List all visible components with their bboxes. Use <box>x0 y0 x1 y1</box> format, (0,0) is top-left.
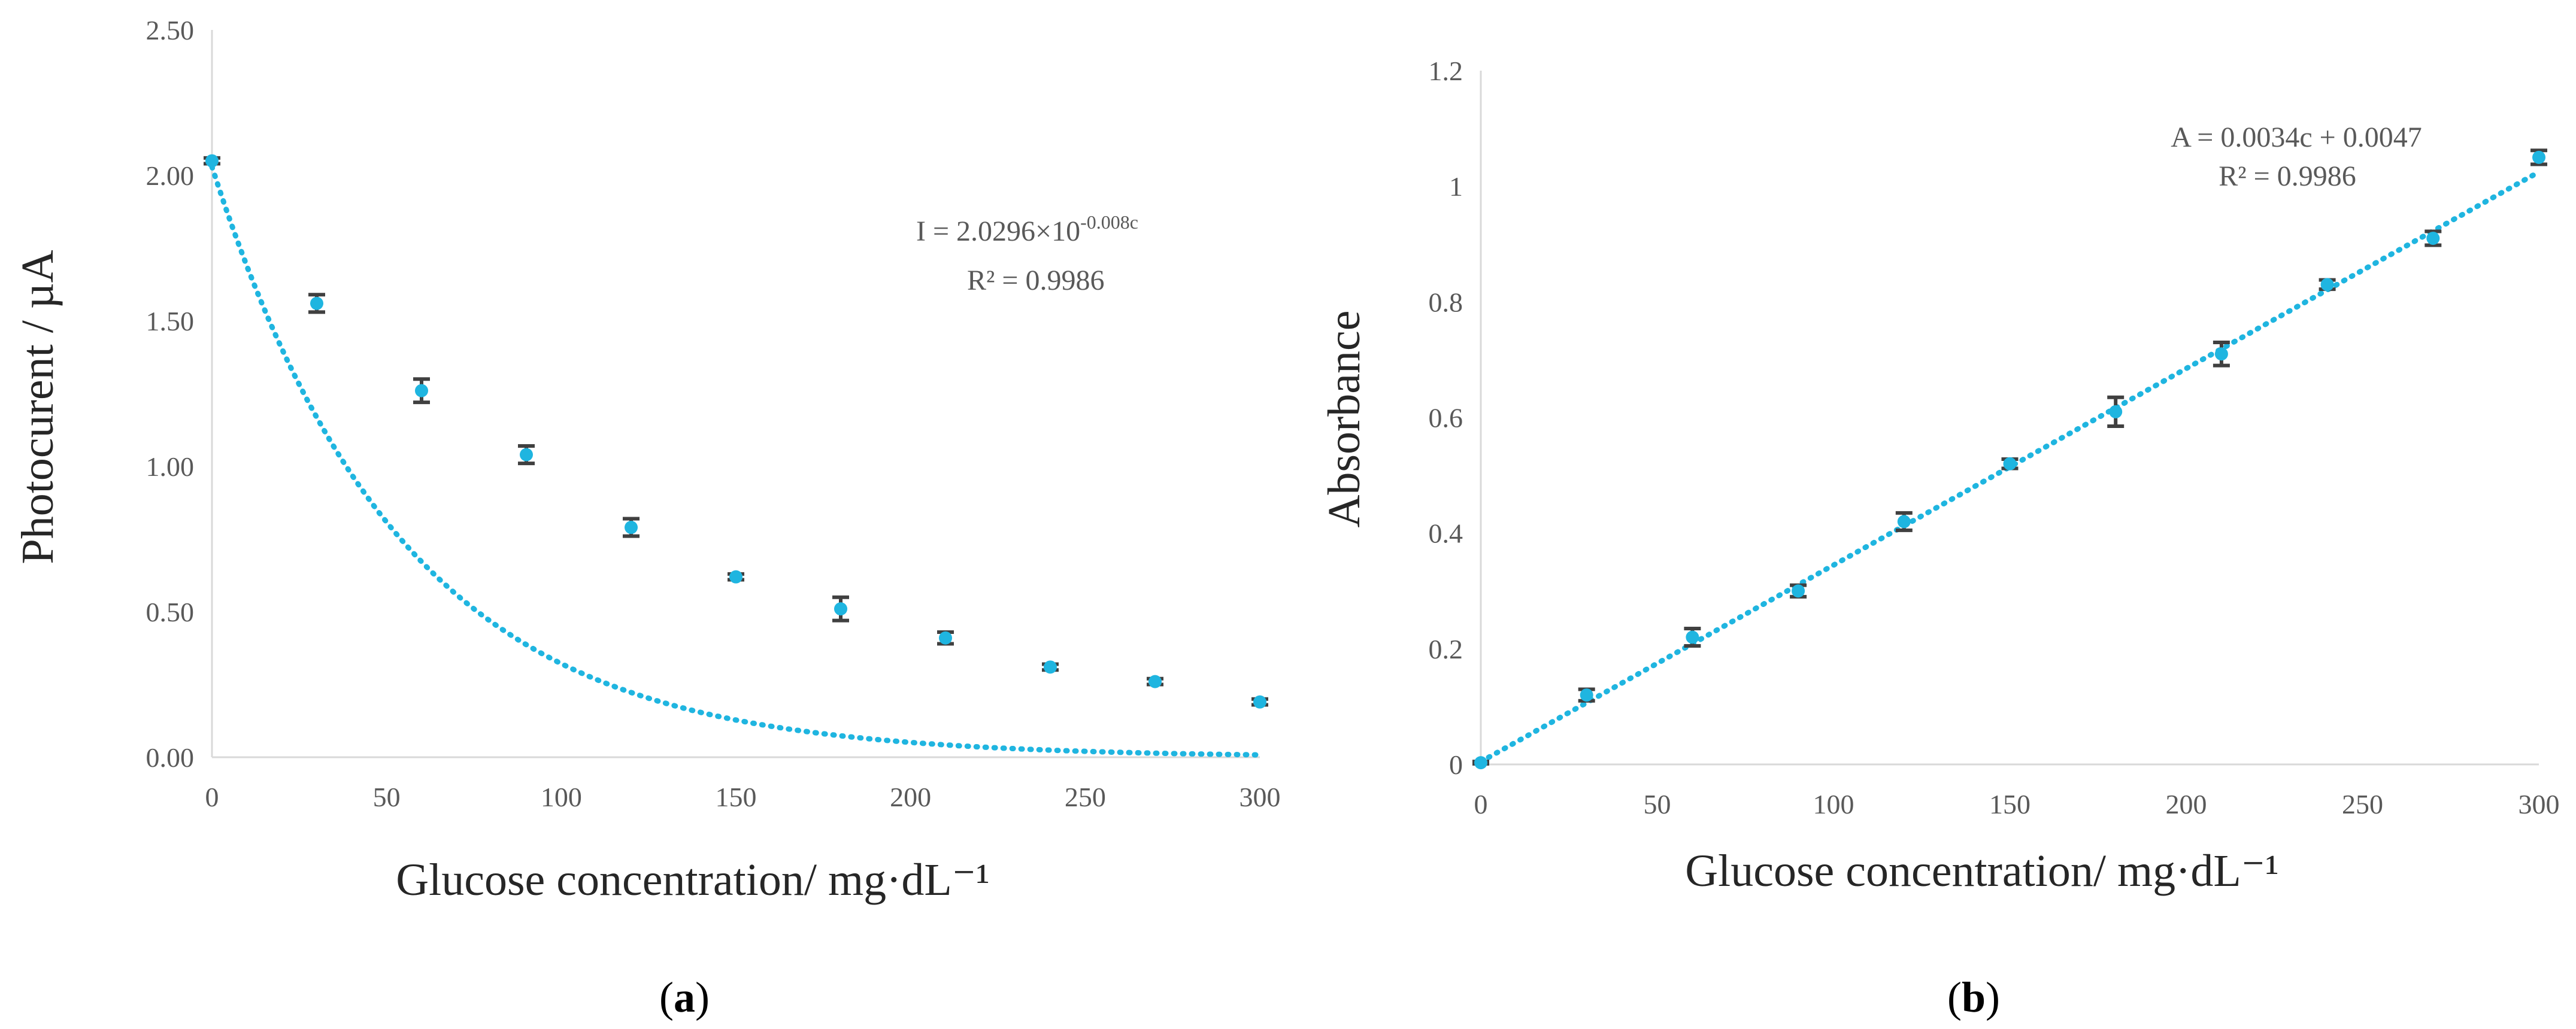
chart-b-panel-label: (b) <box>1947 973 2000 1021</box>
chart-a-y-tick-label: 1.00 <box>146 451 195 482</box>
chart-a-x-tick-label: 50 <box>373 782 401 812</box>
chart-b-y-tick-label: 1.2 <box>1429 56 1463 86</box>
chart-b-y-tick-labels: 0 0.2 0.4 0.6 0.8 1 1.2 <box>1429 56 1463 780</box>
chart-b-data-point <box>2320 278 2334 292</box>
chart-a-y-tick-label: 1.50 <box>146 306 195 336</box>
chart-a-x-tick-label: 200 <box>890 782 931 812</box>
chart-a-data-point <box>520 448 533 462</box>
chart-a-data-point <box>1148 675 1162 688</box>
chart-a-r-squared: R² = 0.9986 <box>967 265 1104 296</box>
chart-b-x-tick-label: 100 <box>1813 789 1854 819</box>
chart-a-y-axis-title: Photocurent / µA <box>13 250 63 564</box>
chart-b-data-point <box>2003 457 2017 471</box>
chart-a-y-tick-label: 0.50 <box>146 597 195 627</box>
chart-b-data-point <box>2109 405 2123 418</box>
chart-b-y-tick-label: 0.2 <box>1429 634 1463 664</box>
chart-b-x-tick-label: 150 <box>1989 789 2031 819</box>
chart-b-x-tick-label: 200 <box>2166 789 2207 819</box>
chart-b-data-point <box>2214 347 2228 361</box>
chart-a-data-point <box>1253 695 1266 709</box>
chart-a-panel-label: (a) <box>659 973 710 1021</box>
chart-a-data-point <box>834 602 847 616</box>
chart-b-y-tick-label: 0.8 <box>1429 287 1463 317</box>
chart-b-x-axis-title: Glucose concentration/ mg·dL⁻¹ <box>1685 846 2279 896</box>
chart-b-panel-letter: b <box>1962 973 1986 1021</box>
chart-b: 0 0.2 0.4 0.6 0.8 1 1.2 0 50 100 150 200 250 300 A =… <box>1319 56 2560 1021</box>
chart-b-data-point <box>1897 515 1911 529</box>
chart-b-error-bars <box>1472 148 2547 766</box>
chart-a-y-tick-label: 2.50 <box>146 15 195 45</box>
chart-b-data-point <box>1792 584 1805 598</box>
chart-a-x-tick-labels: 0 50 100 150 200 250 300 <box>205 782 1281 812</box>
chart-a-equation: I = 2.0296×10-0.008c <box>916 211 1138 247</box>
chart-a-data-point <box>1044 660 1057 674</box>
chart-b-data-point <box>2426 232 2440 245</box>
chart-a-data-point <box>205 154 219 168</box>
chart-a-data-point <box>729 570 743 584</box>
chart-b-trendline <box>1478 169 2542 764</box>
chart-b-y-axis-title: Absorbance <box>1319 311 1369 528</box>
chart-a-x-tick-label: 250 <box>1065 782 1106 812</box>
chart-b-x-tick-label: 50 <box>1644 789 1671 819</box>
chart-a-data-point <box>310 296 323 310</box>
chart-a-data-point <box>939 631 952 645</box>
chart-b-data-point <box>2532 150 2545 164</box>
chart-b-data-point <box>1686 630 1699 644</box>
chart-a: 0.00 0.50 1.00 1.50 2.00 2.50 0 50 100 150 200 250… <box>13 15 1281 1021</box>
chart-a-trendline <box>209 164 1263 758</box>
chart-b-equation: A = 0.0034c + 0.0047 <box>2171 122 2422 153</box>
chart-a-x-axis-title: Glucose concentration/ mg·dL⁻¹ <box>396 855 990 905</box>
chart-a-panel-letter: a <box>674 973 695 1021</box>
chart-a-data-points <box>205 154 1266 709</box>
chart-a-x-tick-label: 0 <box>205 782 219 812</box>
chart-a-x-tick-label: 150 <box>716 782 757 812</box>
chart-b-data-point <box>1474 756 1487 770</box>
chart-b-y-tick-label: 0 <box>1449 749 1463 780</box>
chart-b-panel-paren-open: ( <box>1947 973 1962 1021</box>
chart-b-y-tick-label: 0.6 <box>1429 403 1463 433</box>
chart-b-panel-paren-close: ) <box>1986 973 2000 1021</box>
chart-b-data-points <box>1474 150 2545 770</box>
chart-a-y-tick-label: 2.00 <box>146 160 195 191</box>
chart-b-data-point <box>1580 688 1593 702</box>
chart-b-r-squared: R² = 0.9986 <box>2219 160 2356 192</box>
chart-a-error-bars <box>204 156 1268 707</box>
chart-b-y-tick-label: 0.4 <box>1429 518 1463 549</box>
chart-a-panel-paren-open: ( <box>659 973 674 1021</box>
chart-b-y-tick-label: 1 <box>1449 171 1463 202</box>
chart-a-data-point <box>415 384 428 397</box>
chart-a-y-tick-labels: 0.00 0.50 1.00 1.50 2.00 2.50 <box>146 15 195 773</box>
chart-a-equation-exponent: -0.008c <box>1080 211 1138 233</box>
chart-a-equation-main: I = 2.0296×10 <box>916 215 1080 247</box>
chart-a-x-tick-label: 100 <box>541 782 582 812</box>
chart-b-x-tick-label: 250 <box>2342 789 2383 819</box>
chart-a-y-tick-label: 0.00 <box>146 742 195 773</box>
chart-b-x-tick-labels: 0 50 100 150 200 250 300 <box>1474 789 2560 819</box>
chart-b-x-tick-label: 0 <box>1474 789 1488 819</box>
chart-a-panel-paren-close: ) <box>695 973 710 1021</box>
chart-a-x-tick-label: 300 <box>1239 782 1281 812</box>
chart-b-x-tick-label: 300 <box>2519 789 2560 819</box>
chart-a-data-point <box>625 521 638 535</box>
